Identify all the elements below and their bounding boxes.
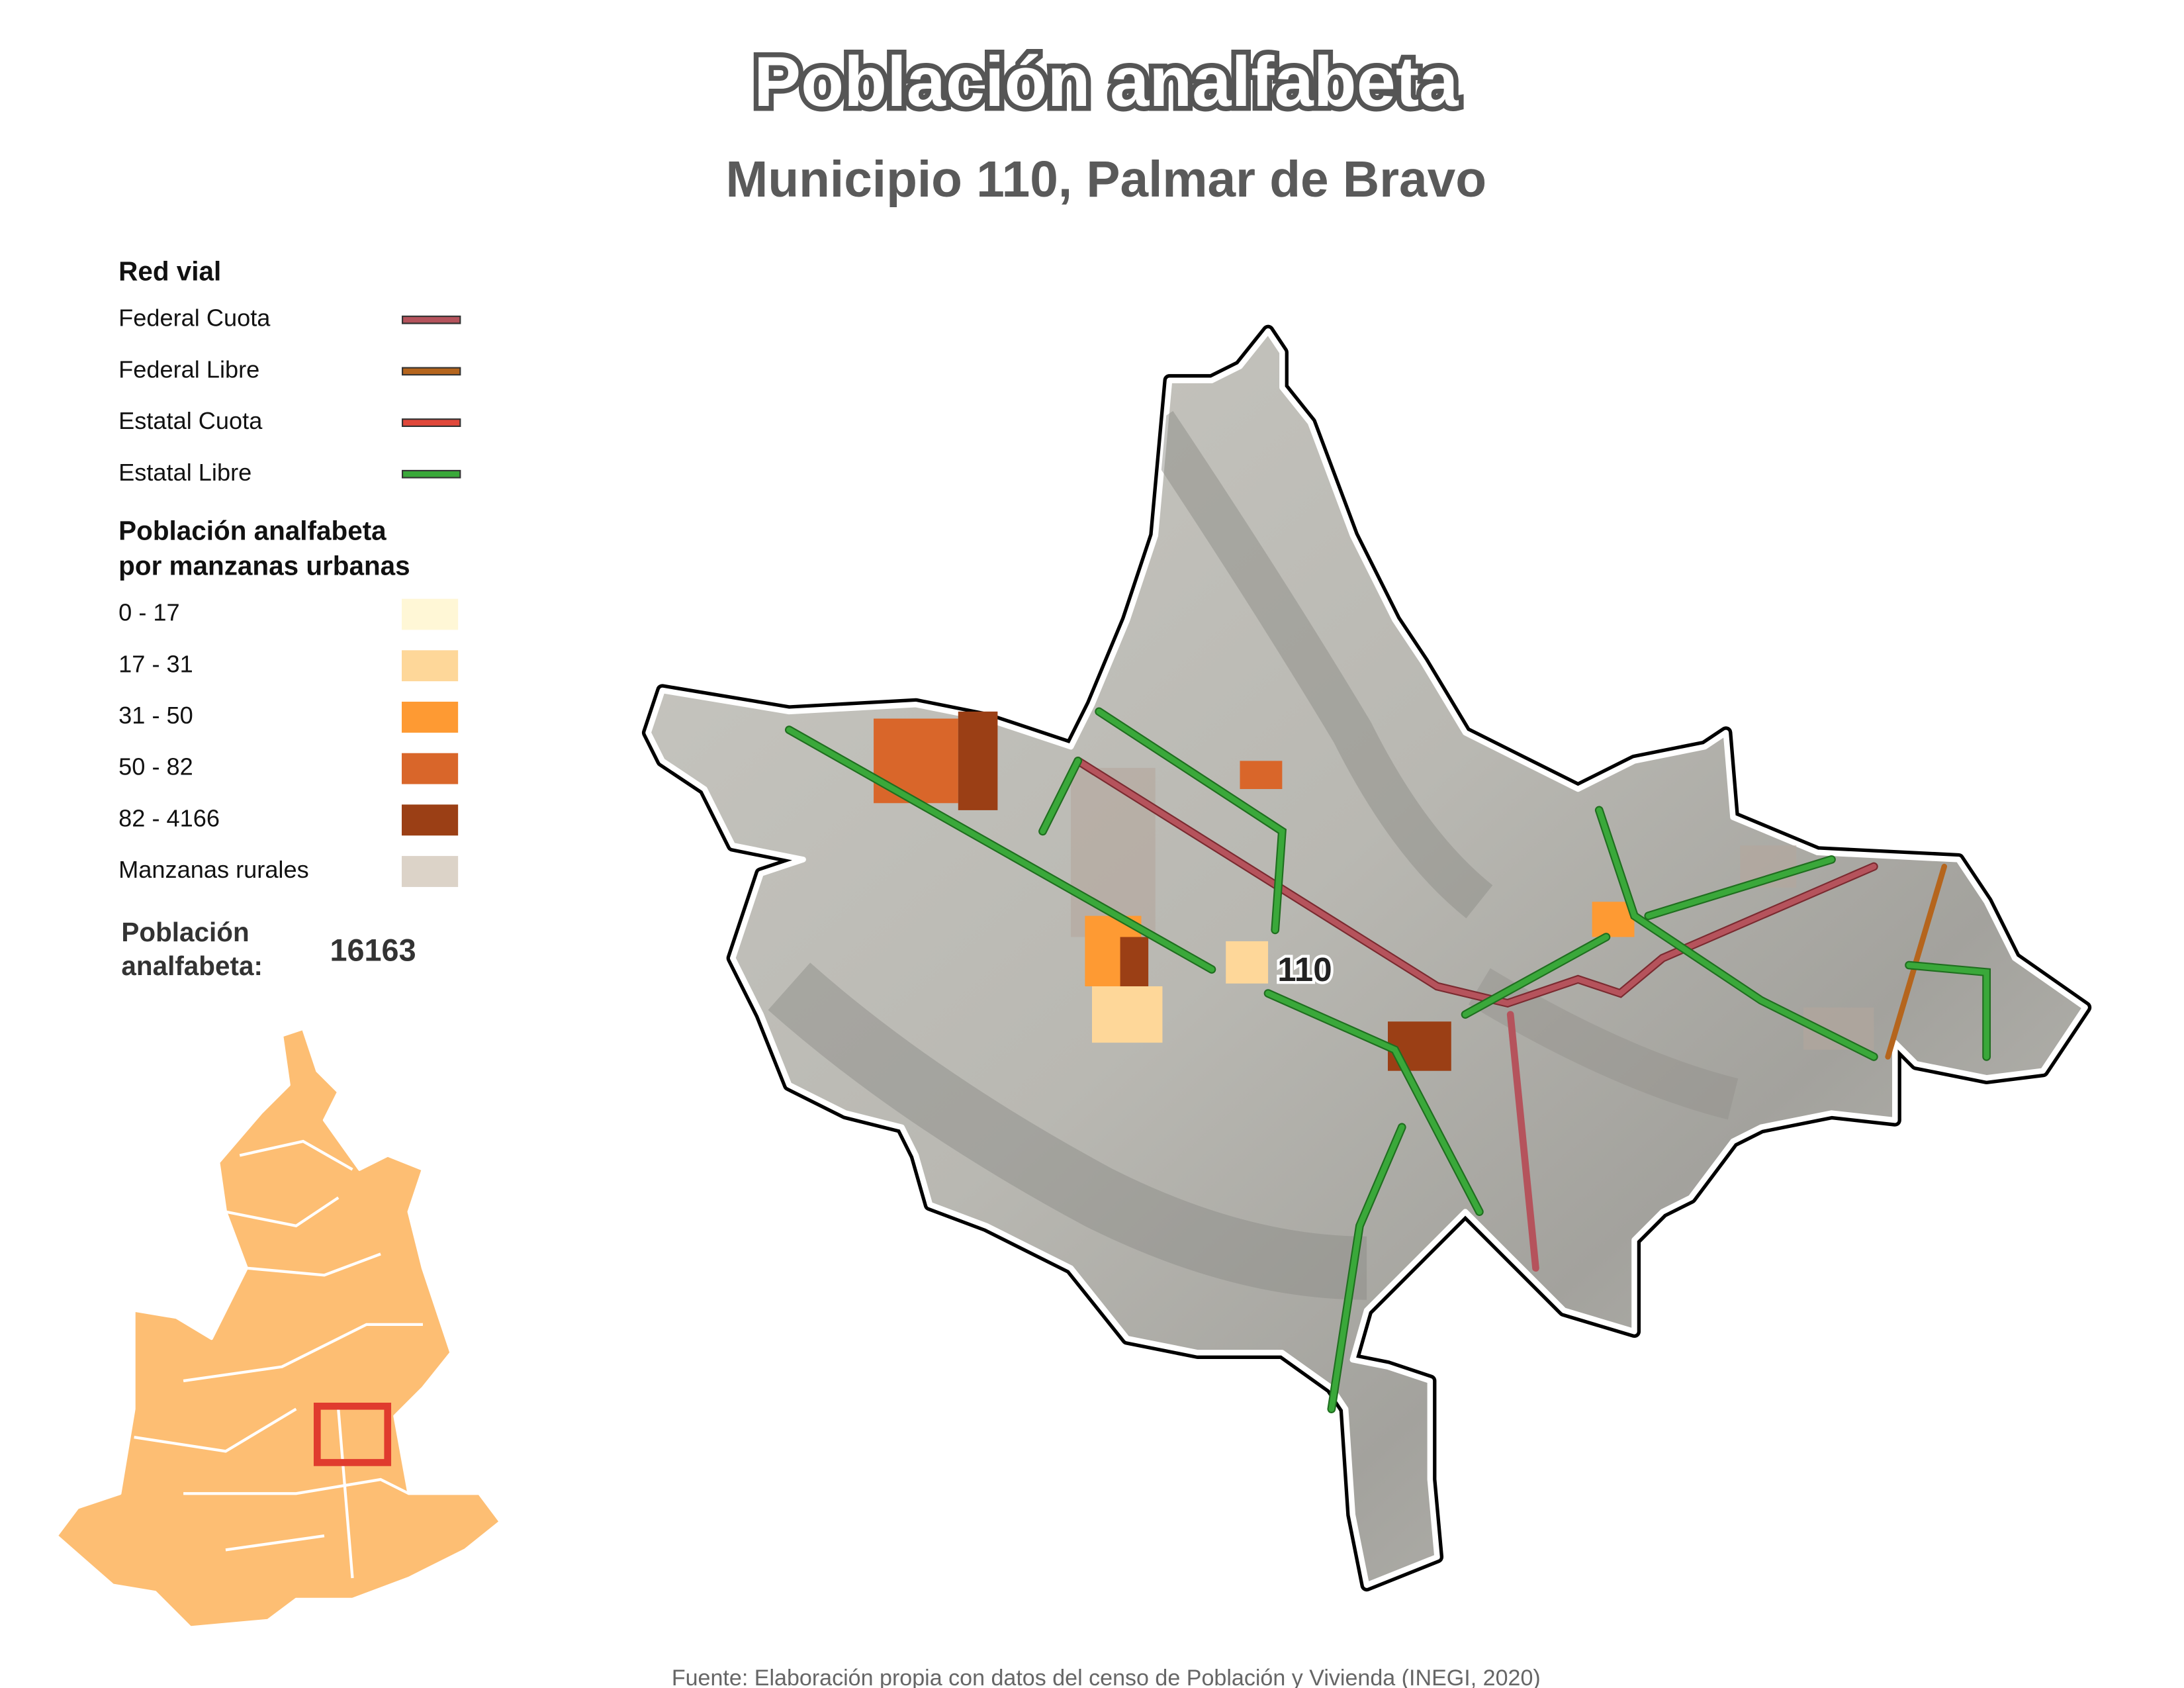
legend-swatch — [402, 598, 459, 630]
municipality-map: 110 — [649, 331, 2085, 1585]
subtitle: Municipio 110, Palmar de Bravo — [726, 152, 1487, 208]
legend-label: 82 - 4166 — [118, 804, 220, 831]
legend-swatch — [402, 753, 459, 784]
legend-label: Manzanas rurales — [118, 856, 309, 883]
title: Población analfabeta — [754, 42, 1459, 121]
urban-blocks — [874, 711, 1635, 1071]
legend-title: Población analfabeta — [118, 515, 387, 545]
legend-swatch — [402, 804, 459, 836]
total-label: Población — [121, 917, 249, 947]
legend-label: 31 - 50 — [118, 702, 193, 729]
legend-label: 0 - 17 — [118, 599, 179, 626]
legend-label: 50 - 82 — [118, 753, 193, 780]
legend-label: Estatal Cuota — [118, 407, 263, 434]
legend-title: Red vial — [118, 256, 221, 287]
legend-swatch — [402, 650, 459, 682]
legend-label: Federal Libre — [118, 355, 259, 383]
total-label: analfabeta: — [121, 951, 262, 981]
locator-map — [55, 1027, 502, 1629]
legend-label: 17 - 31 — [118, 650, 193, 677]
total-value: 16163 — [330, 933, 416, 967]
municipality-label: 110 — [1277, 951, 1332, 988]
legend-swatch — [402, 702, 459, 733]
legend-swatch — [402, 856, 459, 887]
roads — [784, 707, 1991, 1413]
legend-title: por manzanas urbanas — [118, 550, 410, 581]
legend: Red vial Federal Cuota Federal Libre Estat… — [118, 256, 461, 981]
legend-label: Federal Cuota — [118, 305, 271, 332]
source-note: Fuente: Elaboración propia con datos del… — [672, 1665, 1541, 1688]
legend-label: Estatal Libre — [118, 459, 251, 486]
